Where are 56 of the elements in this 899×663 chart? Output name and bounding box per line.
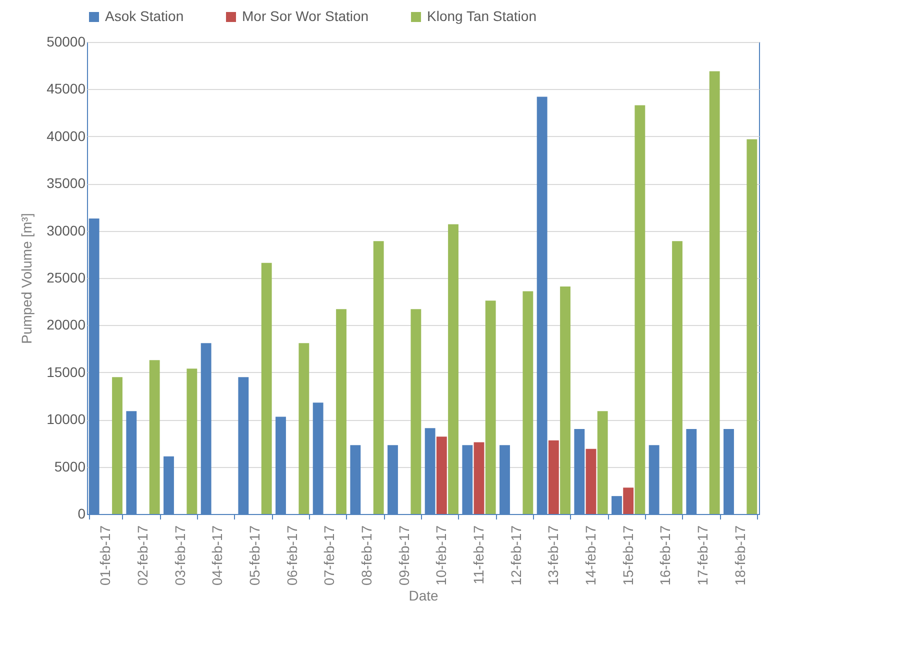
y-tick-label: 40000: [46, 128, 86, 144]
y-tick-label: 25000: [46, 270, 86, 286]
bar: [623, 488, 634, 514]
y-axis-title: Pumped Volume [m³]: [18, 213, 35, 344]
x-tick-label: 10-feb-17: [433, 525, 450, 586]
bar: [373, 241, 384, 514]
bar: [586, 448, 596, 514]
bar: [149, 360, 160, 514]
bar: [410, 309, 422, 514]
bar: [436, 436, 447, 514]
x-tick-label: 04-feb-17: [209, 525, 226, 586]
y-tick-label: 45000: [46, 80, 86, 97]
y-tick-label: 15000: [46, 364, 86, 380]
x-axis-title: Date: [408, 587, 438, 604]
bar: [522, 291, 534, 514]
x-tick-label: 01-feb-17: [97, 525, 114, 586]
x-tick-label: 06-feb-17: [284, 525, 300, 586]
bar: [336, 309, 346, 514]
y-tick-label: 50000: [46, 34, 86, 50]
x-tick-label: 13-feb-17: [545, 525, 562, 586]
x-tick-label: 11-feb-17: [470, 525, 486, 584]
x-tick-label: 08-feb-17: [358, 525, 374, 586]
bar: [746, 139, 758, 514]
y-tick-label: 35000: [46, 175, 86, 192]
bar: [597, 411, 608, 514]
y-tick-label: 20000: [46, 316, 86, 333]
x-tick-label: 05-feb-17: [246, 525, 262, 586]
x-tick-label: 07-feb-17: [321, 525, 338, 586]
bar: [709, 71, 720, 514]
bar: [186, 368, 198, 514]
x-tick-label: 14-feb-17: [582, 525, 598, 586]
legend-label: Klong Tan Station: [427, 8, 536, 24]
x-tick-label: 17-feb-17: [694, 525, 710, 586]
y-tick-label: 10000: [46, 411, 86, 428]
x-tick-label: 16-feb-17: [657, 525, 674, 586]
x-tick-label: 09-feb-17: [396, 525, 412, 586]
bar: [112, 377, 122, 514]
x-tick-label: 18-feb-17: [732, 525, 748, 586]
legend-label: Mor Sor Wor Station: [242, 8, 369, 24]
x-tick-label: 03-feb-17: [172, 525, 188, 586]
y-tick-label: 30000: [46, 222, 86, 238]
bar: [548, 440, 559, 514]
bar: [298, 343, 310, 514]
bar: [634, 105, 646, 514]
bar: [448, 224, 458, 514]
legend-label: Asok Station: [105, 8, 184, 24]
bar: [560, 286, 570, 514]
bar: [485, 300, 496, 514]
x-tick-label: 15-feb-17: [620, 525, 636, 586]
x-tick-label: 02-feb-17: [134, 525, 150, 586]
bar: [672, 241, 682, 514]
bar: [474, 442, 484, 514]
y-tick-label: 0: [78, 506, 86, 522]
x-tick-label: 12-feb-17: [508, 525, 524, 586]
y-tick-label: 5000: [54, 458, 86, 474]
bar: [261, 262, 272, 514]
